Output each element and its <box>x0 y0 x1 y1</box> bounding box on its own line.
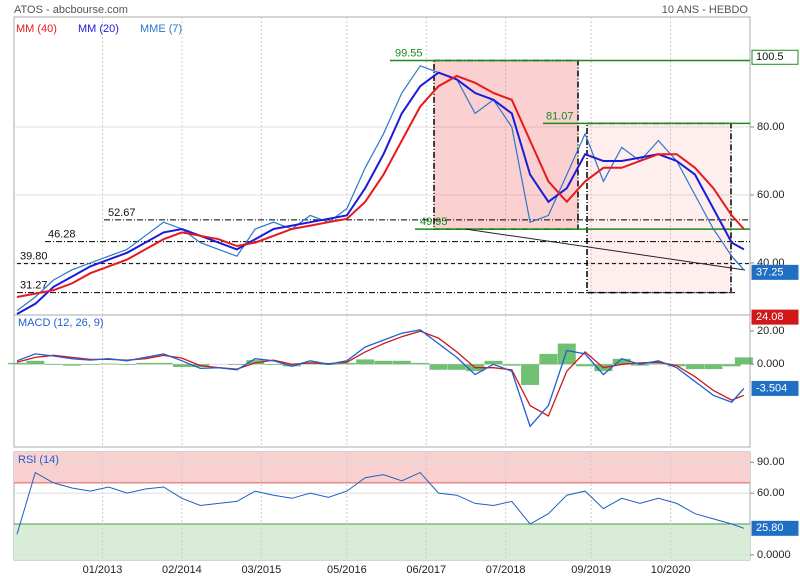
level-label: 46.28 <box>48 229 76 241</box>
histogram-bar <box>557 343 576 365</box>
legend-entry: MME (7) <box>140 23 182 35</box>
histogram-bar <box>722 364 741 367</box>
histogram-bar <box>392 360 411 365</box>
histogram-bar <box>99 363 118 365</box>
y-tick-label: 20.00 <box>757 325 785 337</box>
value-tag <box>751 49 799 65</box>
value-tag-label: 25.80 <box>756 522 784 534</box>
level-label: 81.07 <box>546 110 574 122</box>
chart-title: ATOS - abcbourse.com <box>14 4 128 16</box>
histogram-bar <box>117 364 136 365</box>
series-line <box>16 65 745 312</box>
histogram-bar <box>356 359 375 365</box>
histogram-bar <box>337 362 356 365</box>
period-label: 10 ANS - HEBDO <box>662 4 749 16</box>
y-tick-label: 80.00 <box>757 121 785 133</box>
panel-title: MACD (12, 26, 9) <box>18 317 104 329</box>
value-tag <box>751 309 799 325</box>
histogram-bar <box>447 364 466 370</box>
plot-area: 01/2013 02/2014 03/2015 05/2016 06/2017 07/20… <box>8 16 799 576</box>
y-tick-label: 90.00 <box>757 456 785 468</box>
histogram-bar <box>172 364 191 368</box>
panel-title: RSI (14) <box>18 454 59 466</box>
histogram-bar <box>154 362 173 365</box>
panel-frame <box>13 314 751 448</box>
x-tick-label: 10/2020 <box>651 564 691 576</box>
x-tick-label: 07/2018 <box>486 564 526 576</box>
x-tick-label: 01/2013 <box>83 564 123 576</box>
histogram-bar <box>686 364 705 370</box>
histogram-bar <box>429 364 448 370</box>
level-label: 31.27 <box>20 280 48 292</box>
histogram-bar <box>484 360 503 365</box>
value-tag-label: 24.08 <box>756 311 784 323</box>
value-tag <box>751 380 799 396</box>
histogram-bar <box>264 364 283 365</box>
trend-line <box>464 228 746 271</box>
x-tick-label: 05/2016 <box>327 564 367 576</box>
level-label: 49.95 <box>420 216 448 228</box>
histogram-bar <box>576 364 595 367</box>
y-tick-label: 60.00 <box>757 487 785 499</box>
overbought-band <box>14 452 750 483</box>
value-tag <box>751 264 799 280</box>
histogram-bar <box>26 360 45 365</box>
histogram-bar <box>411 362 430 365</box>
level-label: 99.55 <box>395 47 423 59</box>
macd-line <box>16 329 745 428</box>
histogram-bar <box>631 364 650 366</box>
legend-entry: MM (20) <box>78 23 119 35</box>
value-tag-label: -3.504 <box>756 382 787 394</box>
histogram-bar <box>136 362 155 365</box>
histogram-bar <box>81 364 100 365</box>
level-label: 39.80 <box>20 251 48 263</box>
histogram-bar <box>246 360 265 365</box>
histogram-bar <box>374 360 393 365</box>
histogram-bar <box>44 364 63 365</box>
histogram-bar <box>521 364 540 385</box>
value-tag <box>751 520 799 536</box>
level-label: 52.67 <box>108 207 136 219</box>
rsi-line <box>16 471 745 535</box>
value-tag-label: 100.5 <box>756 51 784 63</box>
y-tick-label: 0.0000 <box>757 549 791 561</box>
series-line <box>16 74 745 298</box>
histogram-bar <box>539 353 558 365</box>
histogram-bar <box>502 364 521 366</box>
histogram-bar <box>62 364 81 366</box>
histogram-bar <box>8 362 26 365</box>
histogram-bar <box>704 364 723 370</box>
x-tick-label: 02/2014 <box>162 564 202 576</box>
x-tick-label: 09/2019 <box>571 564 611 576</box>
y-tick-label: 60.00 <box>757 189 785 201</box>
histogram-bar <box>649 362 668 365</box>
histogram-bar <box>734 357 753 365</box>
series-line <box>16 71 745 315</box>
histogram-bar <box>612 358 631 365</box>
value-tag-label: 37.25 <box>756 266 784 278</box>
x-tick-label: 03/2015 <box>241 564 281 576</box>
oversold-band <box>14 524 750 560</box>
histogram-bar <box>227 364 246 365</box>
histogram-bar <box>282 364 301 367</box>
x-tick-label: 06/2017 <box>406 564 446 576</box>
y-tick-label: 0.000 <box>757 358 785 370</box>
range-box <box>433 59 579 230</box>
range-box <box>586 122 732 294</box>
legend-entry: MM (40) <box>16 23 57 35</box>
